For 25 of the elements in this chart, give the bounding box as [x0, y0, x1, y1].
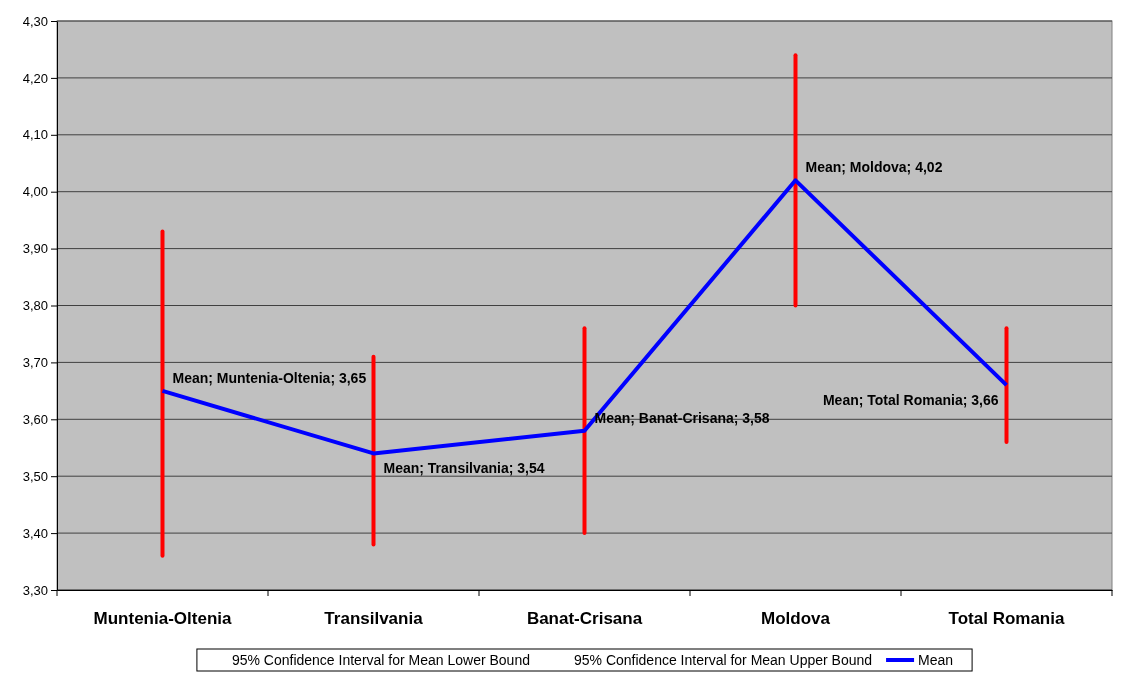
- x-tick-label: Moldova: [761, 609, 831, 629]
- y-tick-label: 4,20: [22, 70, 48, 86]
- x-tick-label: Muntenia-Oltenia: [93, 609, 232, 629]
- x-tick-label: Transilvania: [324, 609, 424, 629]
- y-tick-label: 4,10: [22, 127, 48, 143]
- y-tick-label: 4,30: [22, 13, 48, 29]
- data-label: Mean; Muntenia-Oltenia; 3,65: [172, 369, 367, 386]
- y-tick-label: 3,60: [22, 411, 48, 427]
- text: 95% Confidence Interval for Mean Lower Bound: [231, 652, 530, 668]
- data-label: Mean; Moldova; 4,02: [805, 159, 943, 176]
- line-series: [160, 178, 1009, 456]
- y-tick-label: 3,90: [22, 241, 48, 257]
- legend-label: Mean: [918, 652, 954, 668]
- x-tick-label: Total Romania: [948, 609, 1065, 629]
- data-label: Mean; Total Romania; 3,66: [822, 392, 999, 409]
- y-tick-label: 3,50: [22, 468, 48, 484]
- text: 95% Confidence Interval for Mean Upper Bound: [573, 652, 873, 668]
- y-tick-label: 3,40: [22, 525, 48, 541]
- y-tick-label: 3,80: [22, 298, 48, 314]
- y-tick-label: 3,30: [22, 582, 48, 598]
- y-tick-label: 3,70: [22, 355, 48, 371]
- y-tick-label: 4,00: [22, 184, 48, 200]
- data-label: Mean; Transilvania; 3,54: [383, 460, 545, 477]
- data-label: Mean; Banat-Crisana; 3,58: [594, 409, 770, 426]
- x-tick-label: Banat-Crisana: [526, 609, 643, 629]
